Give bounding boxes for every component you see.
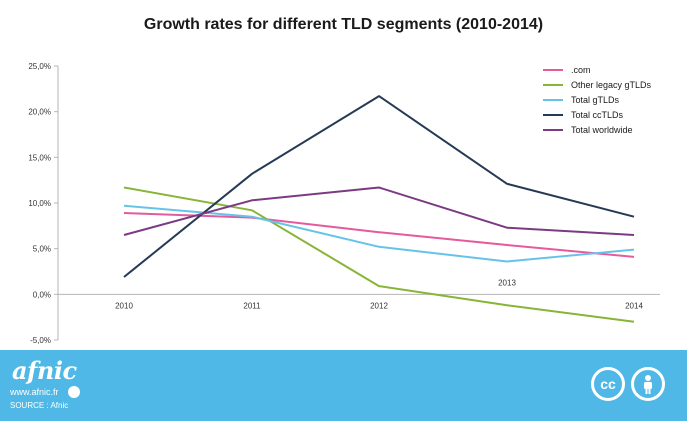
y-tick-label: 25,0% bbox=[28, 62, 51, 71]
y-tick-label: -5,0% bbox=[30, 336, 51, 345]
x-tick-label: 2013 bbox=[498, 278, 516, 287]
legend-label: Total gTLDs bbox=[571, 95, 620, 105]
x-tick-label: 2014 bbox=[625, 301, 643, 310]
x-tick-label: 2012 bbox=[370, 301, 388, 310]
x-tick-label: 2011 bbox=[243, 301, 261, 310]
series-line bbox=[123, 204, 635, 263]
line-chart: -5,0% 0,0% 5,0% 10,0% 15,0% 20,0% 25,0% 2010 201… bbox=[28, 62, 660, 345]
footer-bar: afnic www.afnic.fr SOURCE : Afnic cc bbox=[0, 350, 687, 421]
series-line bbox=[123, 212, 635, 258]
afnic-small-icon bbox=[68, 386, 80, 398]
y-tick-label: 20,0% bbox=[28, 108, 51, 117]
cc-license-icon: cc bbox=[591, 367, 625, 401]
afnic-logo: afnic bbox=[12, 356, 77, 385]
series-line bbox=[123, 186, 635, 323]
y-tick-label: 15,0% bbox=[28, 153, 51, 162]
chart-title: Growth rates for different TLD segments … bbox=[143, 16, 544, 33]
y-tick-label: 5,0% bbox=[33, 245, 51, 254]
series-line bbox=[123, 186, 635, 236]
legend-label: Total worldwide bbox=[571, 125, 633, 135]
y-tick-label: 10,0% bbox=[28, 199, 51, 208]
legend-label: .com bbox=[571, 65, 591, 75]
legend-label: Total ccTLDs bbox=[571, 110, 624, 120]
series-line bbox=[123, 95, 635, 278]
legend-label: Other legacy gTLDs bbox=[571, 80, 652, 90]
website-link[interactable]: www.afnic.fr bbox=[10, 387, 59, 397]
x-tick-label: 2010 bbox=[115, 301, 133, 310]
source-note: SOURCE : Afnic bbox=[10, 401, 69, 410]
attribution-icon bbox=[631, 367, 665, 401]
y-tick-label: 0,0% bbox=[33, 290, 51, 299]
